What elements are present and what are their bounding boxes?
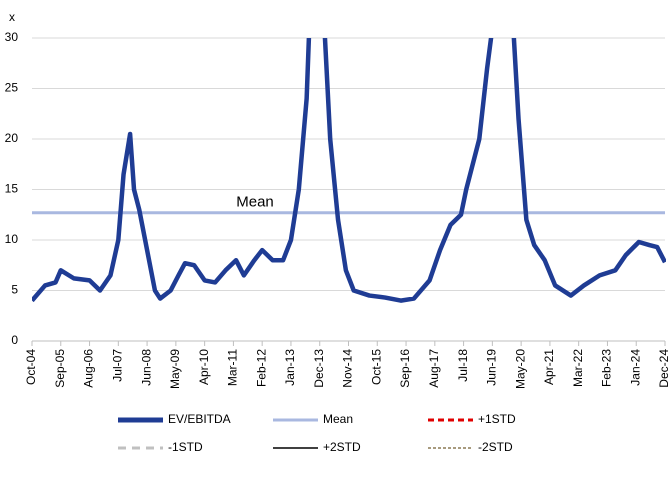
x-tick-label: Oct-15 <box>369 349 383 385</box>
legend-label: -1STD <box>168 440 203 454</box>
line-series <box>32 38 666 303</box>
x-tick-label: Jan-24 <box>628 349 642 386</box>
x-tick-label: Apr-21 <box>542 349 556 385</box>
legend-label: +1STD <box>478 412 516 426</box>
y-tick-label: 15 <box>5 182 19 196</box>
legend-label: Mean <box>323 412 353 426</box>
legend-label: +2STD <box>323 440 361 454</box>
x-tick-label: Jun-08 <box>139 349 153 386</box>
legend-label: EV/EBITDA <box>168 412 231 426</box>
x-tick-label: Aug-06 <box>82 349 96 388</box>
x-tick-label: Jan-13 <box>283 349 297 386</box>
x-tick-label: Dec-24 <box>657 349 670 388</box>
y-tick-label: 20 <box>5 131 19 145</box>
x-tick-label: Apr-10 <box>197 349 211 385</box>
x-tick-label: Jun-19 <box>485 349 499 386</box>
x-tick-label: Mar-22 <box>571 349 585 387</box>
y-tick-label: 30 <box>5 30 19 44</box>
y-axis-label: x <box>9 10 15 24</box>
x-tick-label: Aug-17 <box>427 349 441 388</box>
y-tick-label: 0 <box>11 333 18 347</box>
x-tick-label: Feb-23 <box>600 349 614 387</box>
legend-label: -2STD <box>478 440 513 454</box>
x-tick-label: Mar-11 <box>226 349 240 386</box>
x-tick-label: Feb-12 <box>254 349 268 387</box>
x-tick-label: Dec-13 <box>312 349 326 388</box>
x-tick-label: Nov-14 <box>341 349 355 388</box>
x-tick-label: Jul-07 <box>110 349 124 382</box>
y-tick-label: 25 <box>5 81 19 95</box>
x-tick-label: Sep-05 <box>53 349 67 388</box>
x-tick-label: Oct-04 <box>24 349 38 385</box>
x-tick-label: Sep-16 <box>398 349 412 388</box>
y-tick-label: 10 <box>5 232 19 246</box>
x-tick-label: May-09 <box>168 349 182 389</box>
y-tick-label: 5 <box>11 283 18 297</box>
x-tick-label: May-20 <box>513 349 527 389</box>
plot-area <box>32 38 666 303</box>
x-tick-label: Jul-18 <box>456 349 470 382</box>
mean-label: Mean <box>236 194 274 211</box>
